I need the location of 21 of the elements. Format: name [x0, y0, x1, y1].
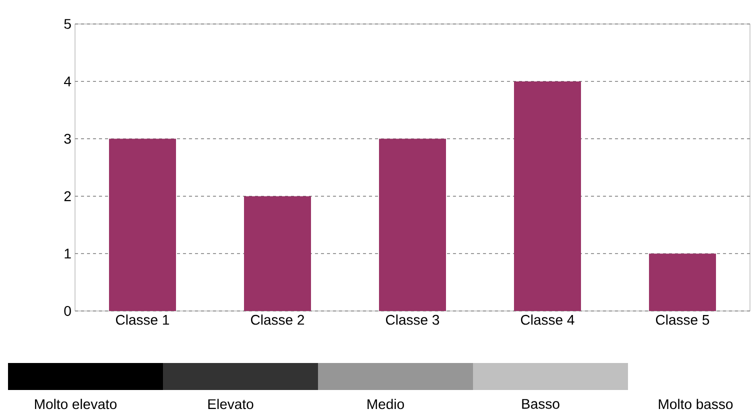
bar: [379, 138, 446, 311]
y-tick-label: 0: [64, 306, 71, 316]
bar: [109, 138, 176, 311]
bar: [514, 81, 581, 311]
x-tick-label: Classe 2: [250, 314, 304, 325]
y-tick-label: 4: [64, 76, 72, 86]
bar: [244, 196, 311, 311]
bar: [648, 253, 716, 311]
y-tick-label: 1: [64, 248, 71, 258]
text: Medio: [368, 398, 404, 409]
x-tick-label: Classe 4: [520, 314, 574, 325]
y-tick-label: 5: [64, 18, 71, 29]
text: Molto elevato: [35, 398, 117, 409]
y-tick-label: 2: [64, 191, 71, 201]
text: Elevato: [208, 398, 254, 409]
text: Basso: [522, 398, 560, 409]
x-tick-label: Classe 5: [656, 314, 710, 325]
y-tick-label: 3: [64, 134, 71, 144]
x-tick-label: Classe 1: [116, 314, 170, 325]
text: Molto basso: [658, 398, 733, 409]
x-tick-label: Classe 3: [386, 314, 440, 325]
